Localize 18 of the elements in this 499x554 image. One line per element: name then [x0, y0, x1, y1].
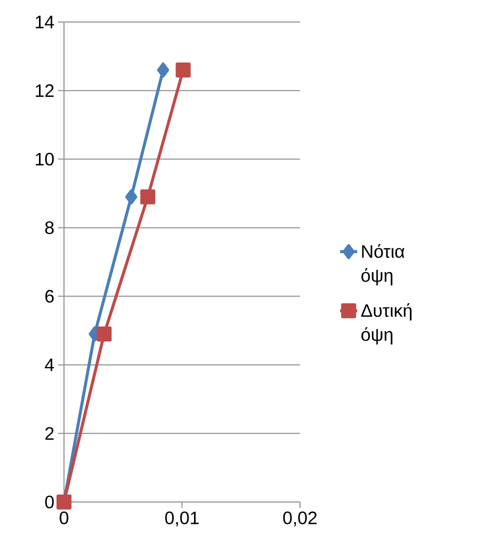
- y-tick-label: 12: [36, 84, 54, 97]
- y-tick-label: 6: [45, 290, 54, 303]
- point: [140, 189, 156, 204]
- x-tick-label: 0: [60, 512, 68, 524]
- y-tick-label: 14: [36, 16, 54, 28]
- point: [176, 62, 191, 78]
- y-tick-label: 0: [45, 496, 54, 508]
- point: [96, 326, 112, 342]
- point: [125, 189, 138, 204]
- x-tick-label: 0,01: [165, 512, 199, 526]
- legend-label: Δυτική όψη: [361, 303, 412, 344]
- x-tick-label: 0,02: [283, 512, 317, 526]
- y-tick-label: 2: [45, 427, 54, 440]
- y-tick-label: 8: [45, 221, 54, 234]
- legend-label: Νότια όψη: [361, 244, 404, 286]
- y-tick-label: 4: [44, 358, 54, 372]
- y-tick-label: 10: [36, 152, 54, 166]
- point: [157, 62, 170, 78]
